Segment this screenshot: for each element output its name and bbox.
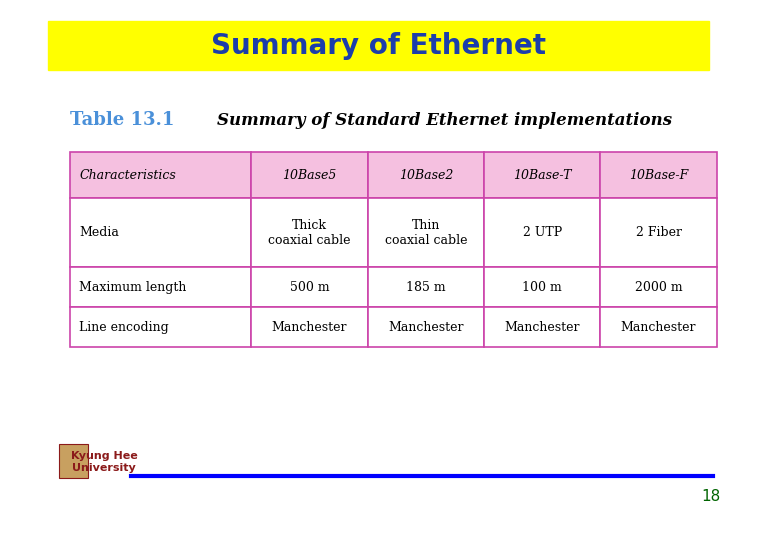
Text: Maximum length: Maximum length [80,281,186,294]
Text: Manchester: Manchester [621,321,697,334]
FancyBboxPatch shape [484,267,601,307]
FancyBboxPatch shape [70,267,251,307]
Text: 10Base-F: 10Base-F [629,168,688,181]
FancyBboxPatch shape [484,198,601,267]
Text: 500 m: 500 m [289,281,329,294]
Text: Thin
coaxial cable: Thin coaxial cable [385,219,467,247]
Text: 2 Fiber: 2 Fiber [636,226,682,239]
FancyBboxPatch shape [367,267,484,307]
FancyBboxPatch shape [601,267,717,307]
FancyBboxPatch shape [367,198,484,267]
Text: Manchester: Manchester [271,321,347,334]
Text: Line encoding: Line encoding [80,321,169,334]
Text: 2 UTP: 2 UTP [523,226,562,239]
Text: Summary of Standard Ethernet implementations: Summary of Standard Ethernet implementat… [217,112,672,129]
FancyBboxPatch shape [367,152,484,198]
Text: Media: Media [80,226,119,239]
Text: 10Base-T: 10Base-T [513,168,572,181]
FancyBboxPatch shape [59,444,87,478]
Text: Thick
coaxial cable: Thick coaxial cable [268,219,351,247]
Text: Table 13.1: Table 13.1 [70,111,175,130]
FancyBboxPatch shape [251,198,367,267]
FancyBboxPatch shape [70,198,251,267]
Text: 10Base2: 10Base2 [399,168,453,181]
Text: 10Base5: 10Base5 [282,168,337,181]
FancyBboxPatch shape [251,152,367,198]
Text: 100 m: 100 m [523,281,562,294]
FancyBboxPatch shape [367,307,484,348]
Text: Manchester: Manchester [388,321,463,334]
FancyBboxPatch shape [601,307,717,348]
Text: Summary of Ethernet: Summary of Ethernet [211,31,546,59]
FancyBboxPatch shape [601,152,717,198]
FancyBboxPatch shape [251,267,367,307]
Text: 2000 m: 2000 m [635,281,682,294]
Text: Characteristics: Characteristics [80,168,176,181]
Text: 185 m: 185 m [406,281,445,294]
FancyBboxPatch shape [484,307,601,348]
Text: Manchester: Manchester [505,321,580,334]
FancyBboxPatch shape [484,152,601,198]
FancyBboxPatch shape [48,22,709,70]
FancyBboxPatch shape [70,152,251,198]
FancyBboxPatch shape [70,307,251,348]
Text: Kyung Hee
University: Kyung Hee University [71,451,137,473]
FancyBboxPatch shape [601,198,717,267]
FancyBboxPatch shape [251,307,367,348]
Text: 18: 18 [701,489,721,504]
